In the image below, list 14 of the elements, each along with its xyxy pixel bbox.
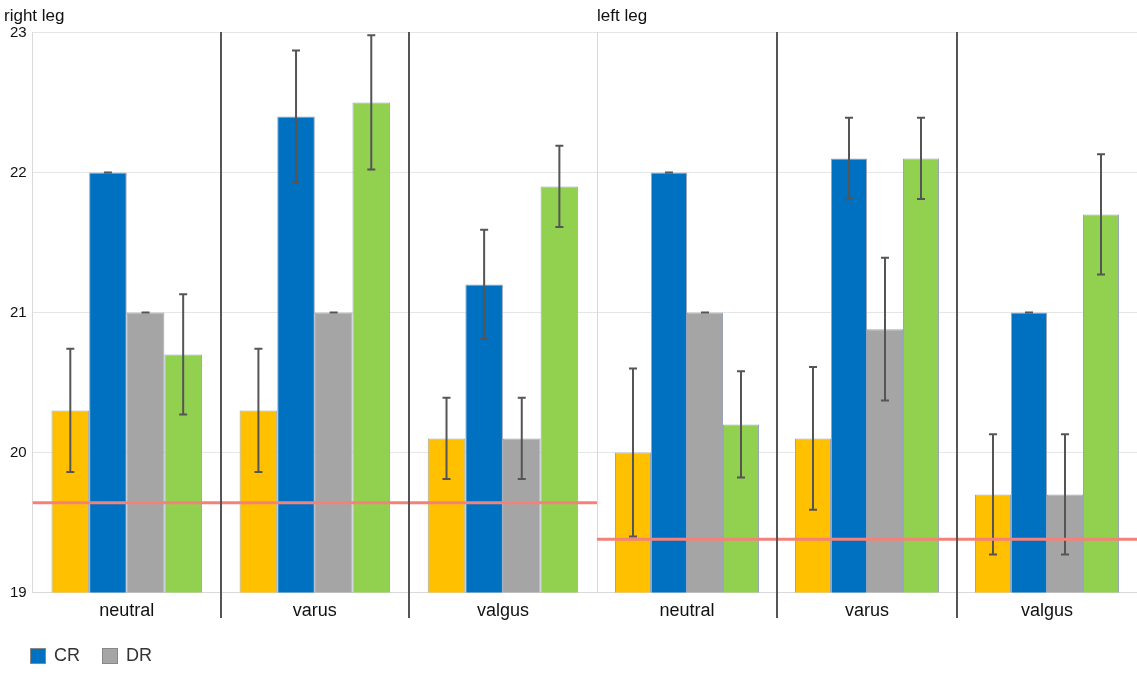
- y-tick-label: 19: [10, 582, 27, 600]
- x-tick-label: varus: [292, 600, 337, 621]
- x-tick-label: valgus: [1020, 600, 1074, 621]
- y-tick-label: 20: [10, 442, 27, 460]
- x-tick-label: valgus: [476, 600, 529, 621]
- legend-label: DR: [126, 645, 152, 666]
- x-tick-label: neutral: [659, 600, 715, 621]
- chart-title: right leg: [4, 5, 65, 25]
- x-tick-label: neutral: [99, 600, 155, 621]
- y-tick-label: 21: [10, 302, 27, 320]
- y-tick-label: 22: [10, 162, 27, 180]
- legend-label: CR: [54, 645, 80, 666]
- chart-title: left leg: [597, 5, 648, 25]
- x-tick-label: varus: [844, 600, 890, 621]
